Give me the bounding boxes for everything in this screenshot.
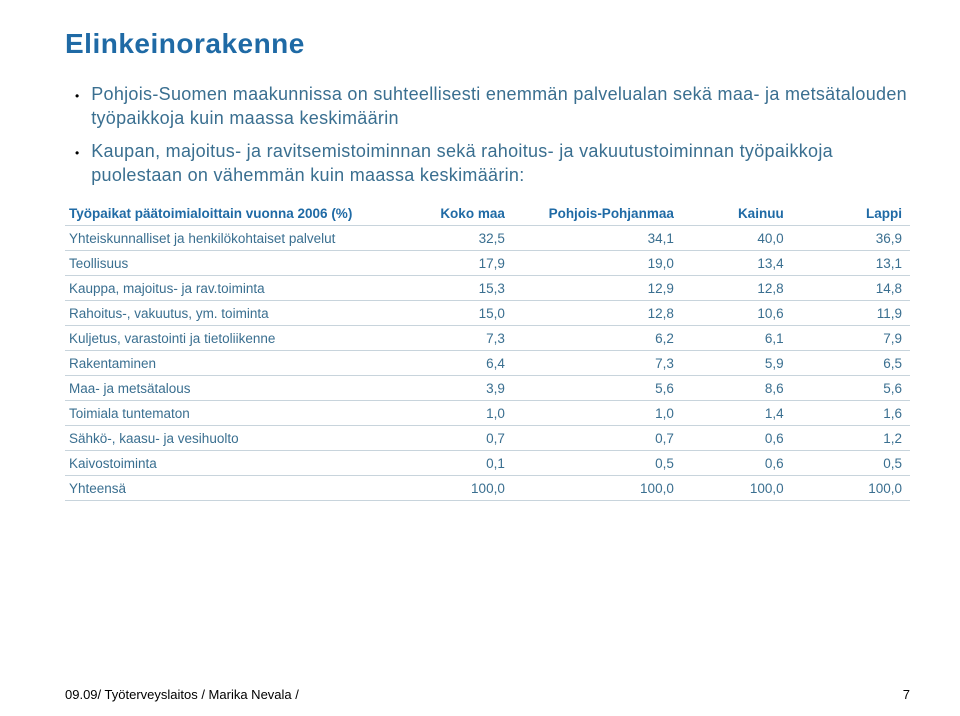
cell: Rakentaminen	[65, 351, 386, 376]
cell: 100,0	[682, 476, 792, 501]
bullet-item: • Pohjois-Suomen maakunnissa on suhteell…	[75, 82, 910, 131]
cell: Sähkö-, kaasu- ja vesihuolto	[65, 426, 386, 451]
cell: 12,8	[513, 301, 682, 326]
col-header: Koko maa	[386, 201, 513, 226]
table-header-row: Työpaikat päätoimialoittain vuonna 2006 …	[65, 201, 910, 226]
cell: 36,9	[792, 226, 910, 251]
slide-title: Elinkeinorakenne	[65, 28, 910, 60]
data-table: Työpaikat päätoimialoittain vuonna 2006 …	[65, 201, 910, 501]
cell: 15,3	[386, 276, 513, 301]
cell: 34,1	[513, 226, 682, 251]
cell: 3,9	[386, 376, 513, 401]
cell: 0,6	[682, 426, 792, 451]
cell: 7,9	[792, 326, 910, 351]
footer-left: 09.09/ Työterveyslaitos / Marika Nevala …	[65, 687, 299, 702]
cell: 5,6	[513, 376, 682, 401]
cell: 14,8	[792, 276, 910, 301]
cell: 1,0	[386, 401, 513, 426]
cell: 0,7	[386, 426, 513, 451]
cell: 5,9	[682, 351, 792, 376]
col-header: Kainuu	[682, 201, 792, 226]
bullet-item: • Kaupan, majoitus- ja ravitsemistoiminn…	[75, 139, 910, 188]
cell: 32,5	[386, 226, 513, 251]
table-row: Rahoitus-, vakuutus, ym. toiminta 15,0 1…	[65, 301, 910, 326]
footer-page-number: 7	[903, 687, 910, 702]
cell: 5,6	[792, 376, 910, 401]
cell: 6,5	[792, 351, 910, 376]
cell: Yhteiskunnalliset ja henkilökohtaiset pa…	[65, 226, 386, 251]
cell: Toimiala tuntematon	[65, 401, 386, 426]
cell: 1,0	[513, 401, 682, 426]
bullet-dot-icon: •	[75, 146, 79, 160]
cell: 17,9	[386, 251, 513, 276]
col-header: Lappi	[792, 201, 910, 226]
cell: 0,5	[513, 451, 682, 476]
cell: 6,4	[386, 351, 513, 376]
table-row: Kuljetus, varastointi ja tietoliikenne 7…	[65, 326, 910, 351]
cell: 100,0	[513, 476, 682, 501]
cell: 11,9	[792, 301, 910, 326]
slide: Elinkeinorakenne • Pohjois-Suomen maakun…	[0, 0, 960, 716]
cell: 100,0	[792, 476, 910, 501]
cell: Maa- ja metsätalous	[65, 376, 386, 401]
cell: 10,6	[682, 301, 792, 326]
cell: 15,0	[386, 301, 513, 326]
cell: Teollisuus	[65, 251, 386, 276]
cell: 6,2	[513, 326, 682, 351]
cell: 1,4	[682, 401, 792, 426]
table-row: Rakentaminen 6,4 7,3 5,9 6,5	[65, 351, 910, 376]
table-row: Toimiala tuntematon 1,0 1,0 1,4 1,6	[65, 401, 910, 426]
table-row: Kauppa, majoitus- ja rav.toiminta 15,3 1…	[65, 276, 910, 301]
cell: 1,2	[792, 426, 910, 451]
cell: 0,7	[513, 426, 682, 451]
cell: 12,8	[682, 276, 792, 301]
bullet-list: • Pohjois-Suomen maakunnissa on suhteell…	[75, 82, 910, 187]
cell: Kuljetus, varastointi ja tietoliikenne	[65, 326, 386, 351]
cell: 19,0	[513, 251, 682, 276]
cell: 0,6	[682, 451, 792, 476]
cell: 40,0	[682, 226, 792, 251]
cell: 0,5	[792, 451, 910, 476]
cell: 8,6	[682, 376, 792, 401]
cell: Kaivostoiminta	[65, 451, 386, 476]
cell: Rahoitus-, vakuutus, ym. toiminta	[65, 301, 386, 326]
cell: 12,9	[513, 276, 682, 301]
cell: 0,1	[386, 451, 513, 476]
footer: 09.09/ Työterveyslaitos / Marika Nevala …	[65, 687, 910, 702]
table-row: Teollisuus 17,9 19,0 13,4 13,1	[65, 251, 910, 276]
cell: 13,4	[682, 251, 792, 276]
cell: Kauppa, majoitus- ja rav.toiminta	[65, 276, 386, 301]
bullet-text: Pohjois-Suomen maakunnissa on suhteellis…	[91, 82, 910, 131]
cell: 7,3	[513, 351, 682, 376]
table-row-total: Yhteensä 100,0 100,0 100,0 100,0	[65, 476, 910, 501]
cell: 13,1	[792, 251, 910, 276]
cell: 1,6	[792, 401, 910, 426]
table-row: Sähkö-, kaasu- ja vesihuolto 0,7 0,7 0,6…	[65, 426, 910, 451]
bullet-dot-icon: •	[75, 89, 79, 103]
table-body: Yhteiskunnalliset ja henkilökohtaiset pa…	[65, 226, 910, 501]
cell: 7,3	[386, 326, 513, 351]
table-row: Yhteiskunnalliset ja henkilökohtaiset pa…	[65, 226, 910, 251]
table-row: Kaivostoiminta 0,1 0,5 0,6 0,5	[65, 451, 910, 476]
cell: 100,0	[386, 476, 513, 501]
bullet-text: Kaupan, majoitus- ja ravitsemistoiminnan…	[91, 139, 910, 188]
col-header: Pohjois-Pohjanmaa	[513, 201, 682, 226]
cell: 6,1	[682, 326, 792, 351]
col-header: Työpaikat päätoimialoittain vuonna 2006 …	[65, 201, 386, 226]
table-row: Maa- ja metsätalous 3,9 5,6 8,6 5,6	[65, 376, 910, 401]
cell: Yhteensä	[65, 476, 386, 501]
